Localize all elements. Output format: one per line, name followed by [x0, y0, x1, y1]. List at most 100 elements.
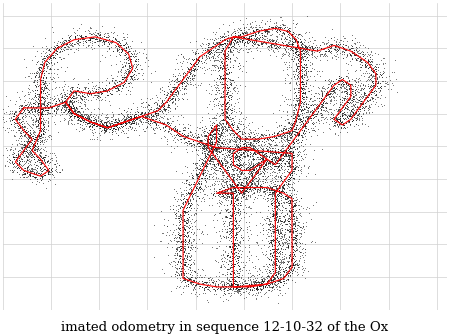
Point: [373, 83, 380, 89]
Point: [237, 180, 244, 185]
Point: [361, 104, 368, 110]
Point: [187, 261, 194, 266]
Point: [277, 42, 284, 48]
Point: [243, 182, 250, 187]
Point: [335, 40, 342, 45]
Point: [32, 149, 39, 155]
Point: [282, 51, 289, 57]
Point: [318, 91, 325, 96]
Point: [213, 201, 220, 206]
Point: [264, 189, 271, 195]
Point: [249, 186, 256, 191]
Point: [238, 110, 245, 115]
Point: [268, 192, 275, 197]
Point: [173, 268, 180, 274]
Point: [270, 142, 277, 148]
Point: [234, 148, 241, 153]
Point: [199, 163, 206, 169]
Point: [211, 125, 218, 130]
Point: [52, 48, 59, 53]
Point: [297, 249, 304, 254]
Point: [161, 127, 168, 132]
Point: [238, 249, 246, 254]
Point: [147, 107, 154, 112]
Point: [219, 187, 226, 193]
Point: [215, 105, 222, 111]
Point: [42, 160, 49, 166]
Point: [227, 48, 234, 53]
Point: [275, 284, 282, 289]
Point: [287, 173, 294, 178]
Point: [234, 242, 241, 248]
Point: [339, 103, 346, 109]
Point: [263, 185, 270, 191]
Point: [100, 38, 107, 43]
Point: [43, 86, 50, 91]
Point: [273, 42, 280, 47]
Point: [188, 61, 195, 67]
Point: [185, 239, 193, 244]
Point: [346, 82, 353, 87]
Point: [248, 283, 255, 288]
Point: [304, 48, 311, 53]
Point: [22, 142, 30, 148]
Point: [105, 34, 112, 39]
Point: [232, 167, 239, 172]
Point: [32, 134, 39, 140]
Point: [233, 170, 240, 175]
Point: [48, 171, 55, 176]
Point: [174, 206, 181, 212]
Point: [90, 34, 97, 40]
Point: [217, 122, 224, 127]
Point: [0, 153, 6, 158]
Point: [193, 46, 200, 51]
Point: [219, 283, 226, 288]
Point: [237, 18, 244, 23]
Point: [217, 176, 225, 181]
Point: [275, 158, 283, 163]
Point: [226, 181, 233, 187]
Point: [167, 89, 174, 94]
Point: [185, 240, 193, 245]
Point: [72, 90, 79, 96]
Point: [50, 45, 57, 50]
Point: [269, 39, 276, 44]
Point: [87, 36, 94, 42]
Point: [208, 62, 216, 68]
Point: [251, 167, 258, 173]
Point: [310, 108, 317, 114]
Point: [230, 171, 237, 177]
Point: [268, 134, 275, 140]
Point: [270, 200, 277, 206]
Point: [234, 289, 241, 294]
Point: [187, 257, 194, 262]
Point: [226, 171, 233, 176]
Point: [352, 106, 360, 112]
Point: [252, 24, 259, 29]
Point: [205, 159, 212, 164]
Point: [81, 103, 89, 108]
Point: [221, 76, 229, 81]
Point: [201, 166, 208, 171]
Point: [299, 73, 306, 78]
Point: [292, 22, 299, 27]
Point: [227, 171, 234, 176]
Point: [274, 228, 281, 233]
Point: [229, 138, 236, 143]
Point: [301, 90, 308, 96]
Point: [217, 181, 225, 186]
Point: [127, 114, 134, 120]
Point: [289, 155, 297, 160]
Point: [327, 98, 334, 103]
Point: [272, 45, 279, 51]
Point: [224, 275, 231, 280]
Point: [229, 192, 236, 197]
Point: [272, 175, 279, 180]
Point: [246, 167, 253, 172]
Point: [344, 113, 351, 118]
Point: [279, 133, 287, 138]
Point: [267, 178, 274, 184]
Point: [219, 76, 226, 81]
Point: [69, 43, 76, 48]
Point: [235, 189, 242, 195]
